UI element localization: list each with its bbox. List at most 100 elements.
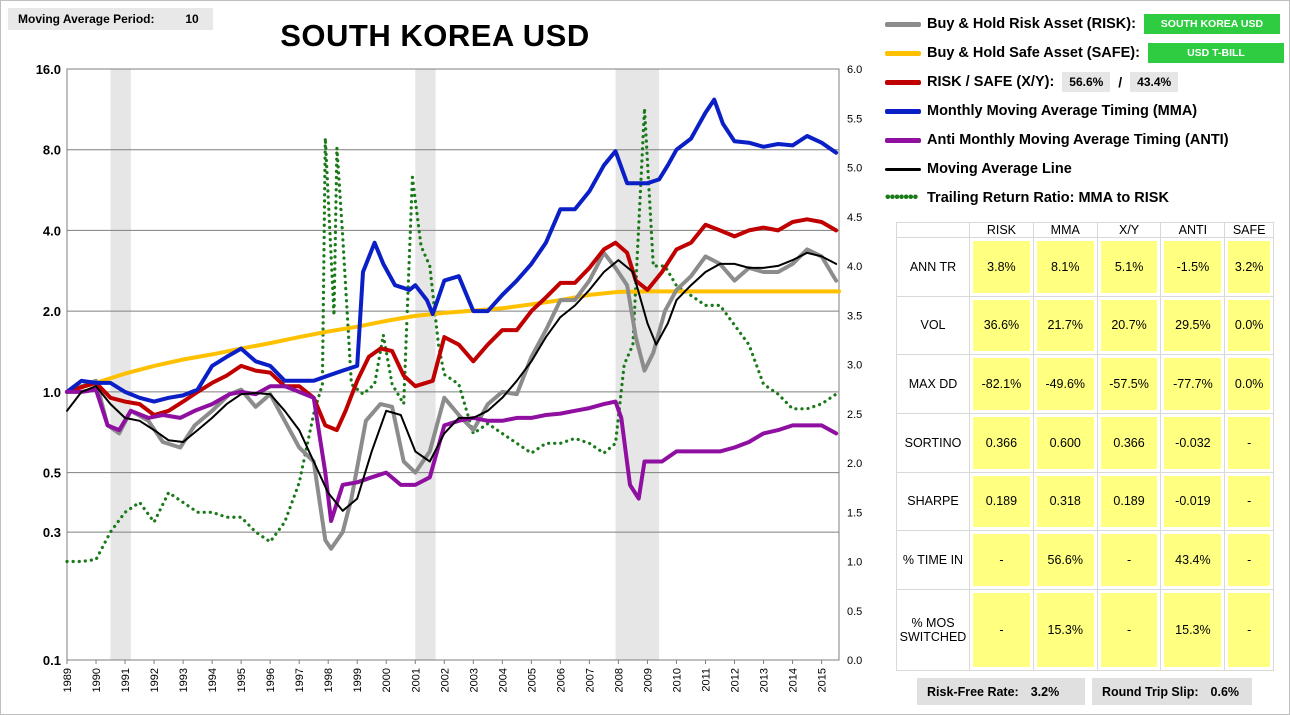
x-tick-label: 2006 [555,668,567,692]
x-tick-label: 2001 [410,668,422,692]
y-left-tick-label: 4.0 [43,223,61,238]
stats-cell: - [1224,412,1274,473]
stats-cell-value: - [1228,475,1270,528]
stats-cell-value: 36.6% [973,299,1030,352]
round-trip-slip-box: Round Trip Slip: 0.6% [1092,678,1252,705]
y-left-tick-label: 8.0 [43,143,61,158]
stats-cell: 0.600 [1032,412,1098,473]
stats-cell-value: 5.1% [1100,241,1158,293]
stats-cell-value: 0.366 [973,416,1030,469]
stats-cell-value: 20.7% [1100,299,1158,352]
stats-cell: 0.366 [1096,412,1162,473]
legend-anti-swatch [885,137,921,143]
legend-mma-label: Monthly Moving Average Timing (MMA) [927,103,1198,119]
stats-cell-value: 21.7% [1036,299,1094,352]
stats-cell-value: -82.1% [973,358,1030,410]
stats-cell: 29.5% [1160,295,1226,356]
xy-risk-pct: 56.6% [1062,72,1111,92]
y-left-tick-label: 0.1 [43,653,61,668]
stats-cell-value: 0.189 [973,475,1030,528]
legend-mma-swatch [885,108,921,114]
y-right-tick-label: 3.0 [847,360,862,372]
x-tick-label: 1991 [120,668,132,692]
legend-xy-label: RISK / SAFE (X/Y): [927,74,1055,90]
stats-cell: -82.1% [969,354,1034,414]
x-tick-label: 2008 [613,668,625,692]
stats-cell-value: - [1228,534,1270,586]
recession-band [110,69,131,660]
recession-band [615,69,660,660]
stats-row: MAX DD -82.1% -49.6% -57.5% -77.7% 0.0% [896,354,1274,414]
stats-cell-value: -57.5% [1100,358,1158,410]
stats-cell: -0.032 [1160,412,1226,473]
stats-cell-value: -49.6% [1036,358,1094,410]
y-right-tick-label: 1.5 [847,507,862,519]
stats-cell-value: 56.6% [1036,534,1094,586]
stats-cell: 36.6% [969,295,1034,356]
stats-cell: 15.3% [1160,588,1226,672]
legend-mma: Monthly Moving Average Timing (MMA) [885,99,1197,123]
stats-cell-value: 0.366 [1100,416,1158,469]
y-left-tick-label: 0.3 [43,525,61,540]
legend-ma-line: Moving Average Line [885,157,1072,181]
series-mma [65,97,839,404]
stats-col-header: ANTI [1160,222,1226,238]
stats-cell: 20.7% [1096,295,1162,356]
chart-title: SOUTH KOREA USD [280,18,590,53]
ma-period-label: Moving Average Period: [18,12,155,26]
x-tick-label: 1995 [236,668,248,692]
x-tick-label: 2002 [439,668,451,692]
round-trip-slip-label: Round Trip Slip: [1102,684,1199,699]
x-tick-label: 1999 [352,668,364,692]
y-right-tick-label: 0.0 [847,655,862,667]
safe-asset-tag: USD T-BILL [1147,43,1284,63]
legend-safe-swatch [885,50,921,56]
stats-cell-value: - [1100,534,1158,586]
stats-cell-value: - [973,592,1030,667]
stats-cell-value: - [1228,592,1270,667]
stats-cell-value: -1.5% [1164,241,1222,293]
x-tick-label: 2009 [642,668,654,692]
stats-cell-value: 43.4% [1164,534,1222,586]
stats-cell: 21.7% [1032,295,1098,356]
risk-free-rate-box: Risk-Free Rate: 3.2% [917,678,1085,705]
y-right-tick-label: 5.0 [847,163,862,175]
x-tick-label: 2014 [788,668,800,692]
ma-period-value: 10 [185,12,199,26]
stats-cell-value: 15.3% [1164,592,1222,667]
risk-free-rate-label: Risk-Free Rate: [927,684,1019,699]
stats-header-row: RISK MMA X/Y ANTI SAFE [896,222,1274,238]
stats-cell-value: 0.189 [1100,475,1158,528]
stats-cell: 5.1% [1096,237,1162,297]
stats-cell: 0.0% [1224,354,1274,414]
x-tick-label: 1997 [294,668,306,692]
stats-cell-value: -0.019 [1164,475,1222,528]
x-tick-label: 1996 [265,668,277,692]
legend-xy: RISK / SAFE (X/Y): 56.6% / 43.4% [885,70,1179,94]
y-right-tick-label: 0.5 [847,606,862,618]
stats-cell: 3.2% [1224,237,1274,297]
legend-ratio-swatch: ••••••• [885,189,918,206]
stats-cell-value: - [973,534,1030,586]
x-tick-label: 1989 [62,668,74,692]
stats-row-label: VOL [896,295,970,356]
y-right-tick-label: 4.0 [847,261,862,273]
stats-cell-value: - [1228,416,1270,469]
stats-row: SHARPE 0.189 0.318 0.189 -0.019- [896,471,1274,532]
x-tick-label: 2011 [700,668,712,692]
stats-cell: 8.1% [1032,237,1098,297]
series-risk [65,247,839,551]
stats-cell: 56.6% [1032,530,1098,590]
stats-row: % TIME IN -56.6% -43.4% - [896,530,1274,590]
stats-cell-value: - [1100,592,1158,667]
stats-cell-value: 0.318 [1036,475,1094,528]
stats-cell: 15.3% [1032,588,1098,672]
stats-cell: 43.4% [1160,530,1226,590]
x-tick-label: 2013 [759,668,771,692]
stats-cell: -77.7% [1160,354,1226,414]
x-tick-label: 1998 [323,668,335,692]
stats-row: VOL 36.6% 21.7% 20.7% 29.5% 0.0% [896,295,1274,356]
y-right-tick-label: 5.5 [847,113,862,125]
stats-cell-value: 0.0% [1228,358,1270,410]
stats-cell-value: 0.600 [1036,416,1094,469]
